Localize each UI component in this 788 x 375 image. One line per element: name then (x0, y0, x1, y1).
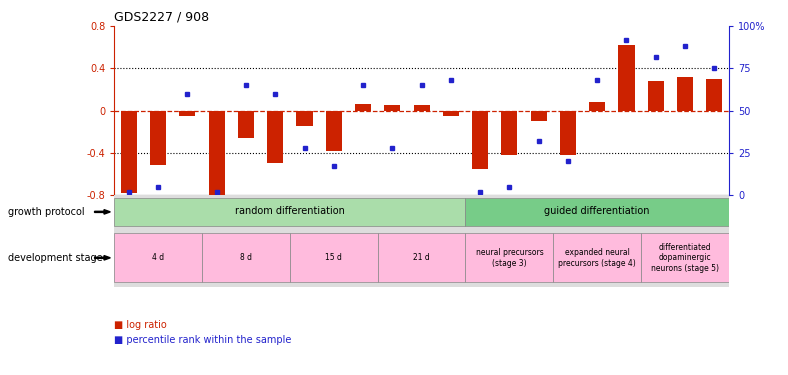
Text: neural precursors
(stage 3): neural precursors (stage 3) (475, 248, 543, 267)
Bar (677, 77, 693, 111)
Bar (589, 102, 605, 111)
Bar (414, 105, 429, 111)
Bar (472, 111, 488, 169)
Bar (355, 104, 371, 111)
Bar (443, 111, 459, 116)
Text: 15 d: 15 d (325, 254, 342, 262)
Bar (150, 111, 166, 165)
Bar (121, 111, 137, 193)
Text: growth protocol: growth protocol (8, 207, 84, 217)
Bar (114, 233, 202, 282)
Bar (553, 233, 641, 282)
Bar (466, 233, 553, 282)
Bar (267, 111, 284, 164)
Text: 4 d: 4 d (152, 254, 164, 262)
Text: 8 d: 8 d (240, 254, 252, 262)
Bar (501, 111, 518, 155)
Text: ■ percentile rank within the sample: ■ percentile rank within the sample (114, 335, 292, 345)
Bar (619, 45, 634, 111)
Bar (466, 198, 729, 226)
Bar (114, 198, 466, 226)
Bar (377, 233, 466, 282)
Bar (325, 111, 342, 151)
Text: development stage: development stage (8, 253, 102, 263)
Bar (209, 111, 225, 197)
Bar (180, 111, 195, 116)
Text: differentiated
dopaminergic
neurons (stage 5): differentiated dopaminergic neurons (sta… (651, 243, 719, 273)
Text: GDS2227 / 908: GDS2227 / 908 (114, 11, 210, 24)
Bar (238, 111, 254, 138)
Text: guided differentiation: guided differentiation (545, 206, 650, 216)
Text: ■ log ratio: ■ log ratio (114, 320, 167, 330)
Bar (648, 81, 663, 111)
Text: random differentiation: random differentiation (235, 206, 345, 216)
Bar (290, 233, 377, 282)
Bar (706, 79, 723, 111)
Bar (641, 233, 729, 282)
Bar (385, 105, 400, 111)
Bar (530, 111, 547, 121)
Bar (296, 111, 313, 126)
Bar (202, 233, 290, 282)
Text: 21 d: 21 d (413, 254, 430, 262)
Bar (559, 111, 576, 155)
Text: expanded neural
precursors (stage 4): expanded neural precursors (stage 4) (559, 248, 636, 267)
